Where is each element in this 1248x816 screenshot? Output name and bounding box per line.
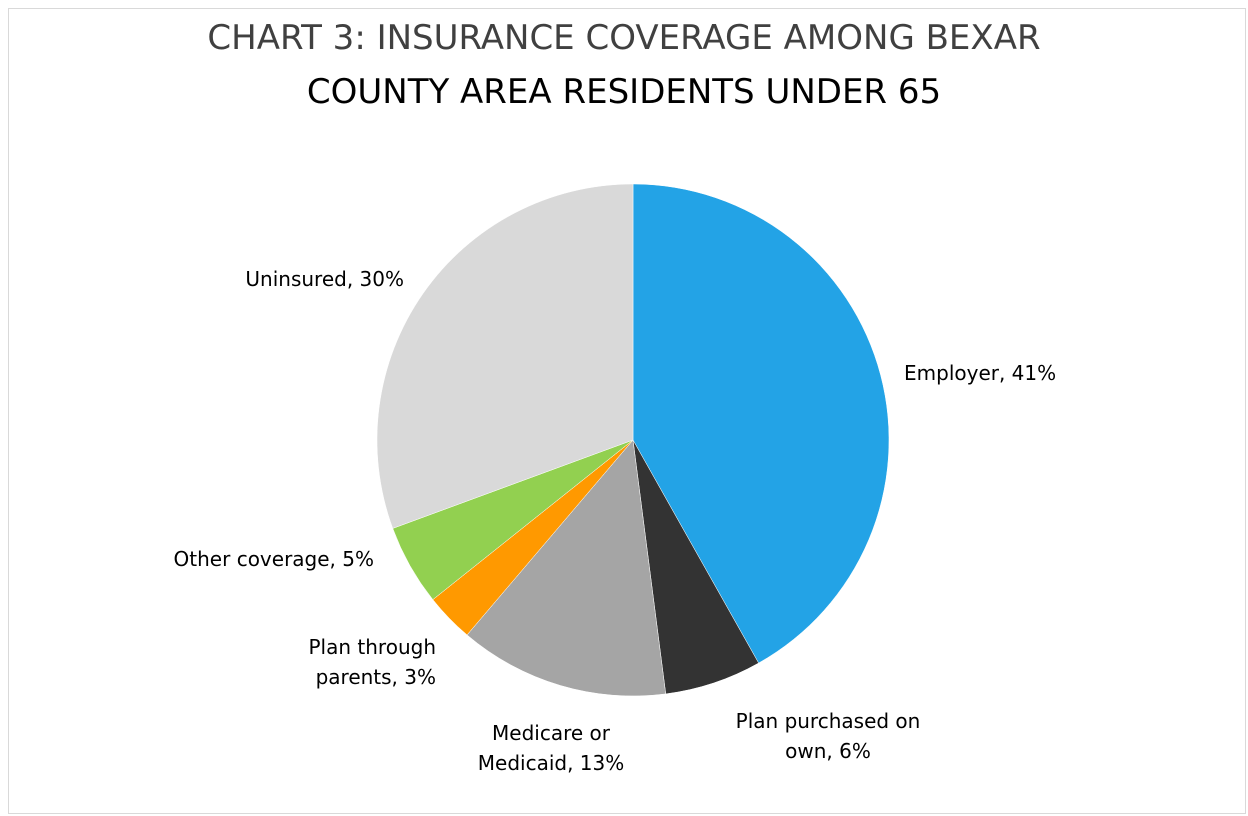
slice-label-employer-line-1: Employer, 41%	[904, 361, 1057, 385]
slice-label-plan-through-parents-line-2: parents, 3%	[315, 665, 436, 689]
slice-label-medicare-medicaid-line-1: Medicare or	[492, 721, 610, 745]
chart-frame	[8, 8, 1246, 814]
chart-title-line-1: CHART 3: INSURANCE COVERAGE AMONG BEXAR	[207, 18, 1041, 58]
slice-label-uninsured-line-1: Uninsured, 30%	[245, 267, 404, 291]
pie-slice-employer	[632, 183, 890, 664]
pie-slices	[376, 183, 890, 697]
slice-label-uninsured: Uninsured, 30%	[245, 264, 404, 294]
slice-label-plan-purchased-line-1: Plan purchased on	[735, 709, 921, 733]
slice-label-medicare-medicaid: Medicare or Medicaid, 13%	[478, 718, 624, 778]
slice-label-plan-through-parents: Plan through parents, 3%	[309, 632, 437, 692]
slice-label-plan-purchased: Plan purchased on own, 6%	[736, 706, 921, 766]
chart-title: CHART 3: INSURANCE COVERAGE AMONG BEXAR …	[0, 12, 1248, 120]
slice-label-plan-through-parents-line-1: Plan through	[308, 635, 437, 659]
slice-label-employer: Employer, 41%	[904, 358, 1056, 388]
slice-label-other-coverage-line-1: Other coverage, 5%	[173, 547, 374, 571]
chart-title-line-2: COUNTY AREA RESIDENTS UNDER 65	[306, 72, 942, 112]
pie-slice-uninsured	[376, 183, 634, 529]
slice-label-plan-purchased-line-2: own, 6%	[785, 739, 871, 763]
slice-label-other-coverage: Other coverage, 5%	[174, 544, 374, 574]
pie-slice-medicare-or-medicaid	[466, 439, 667, 697]
slice-label-medicare-medicaid-line-2: Medicaid, 13%	[477, 751, 625, 775]
